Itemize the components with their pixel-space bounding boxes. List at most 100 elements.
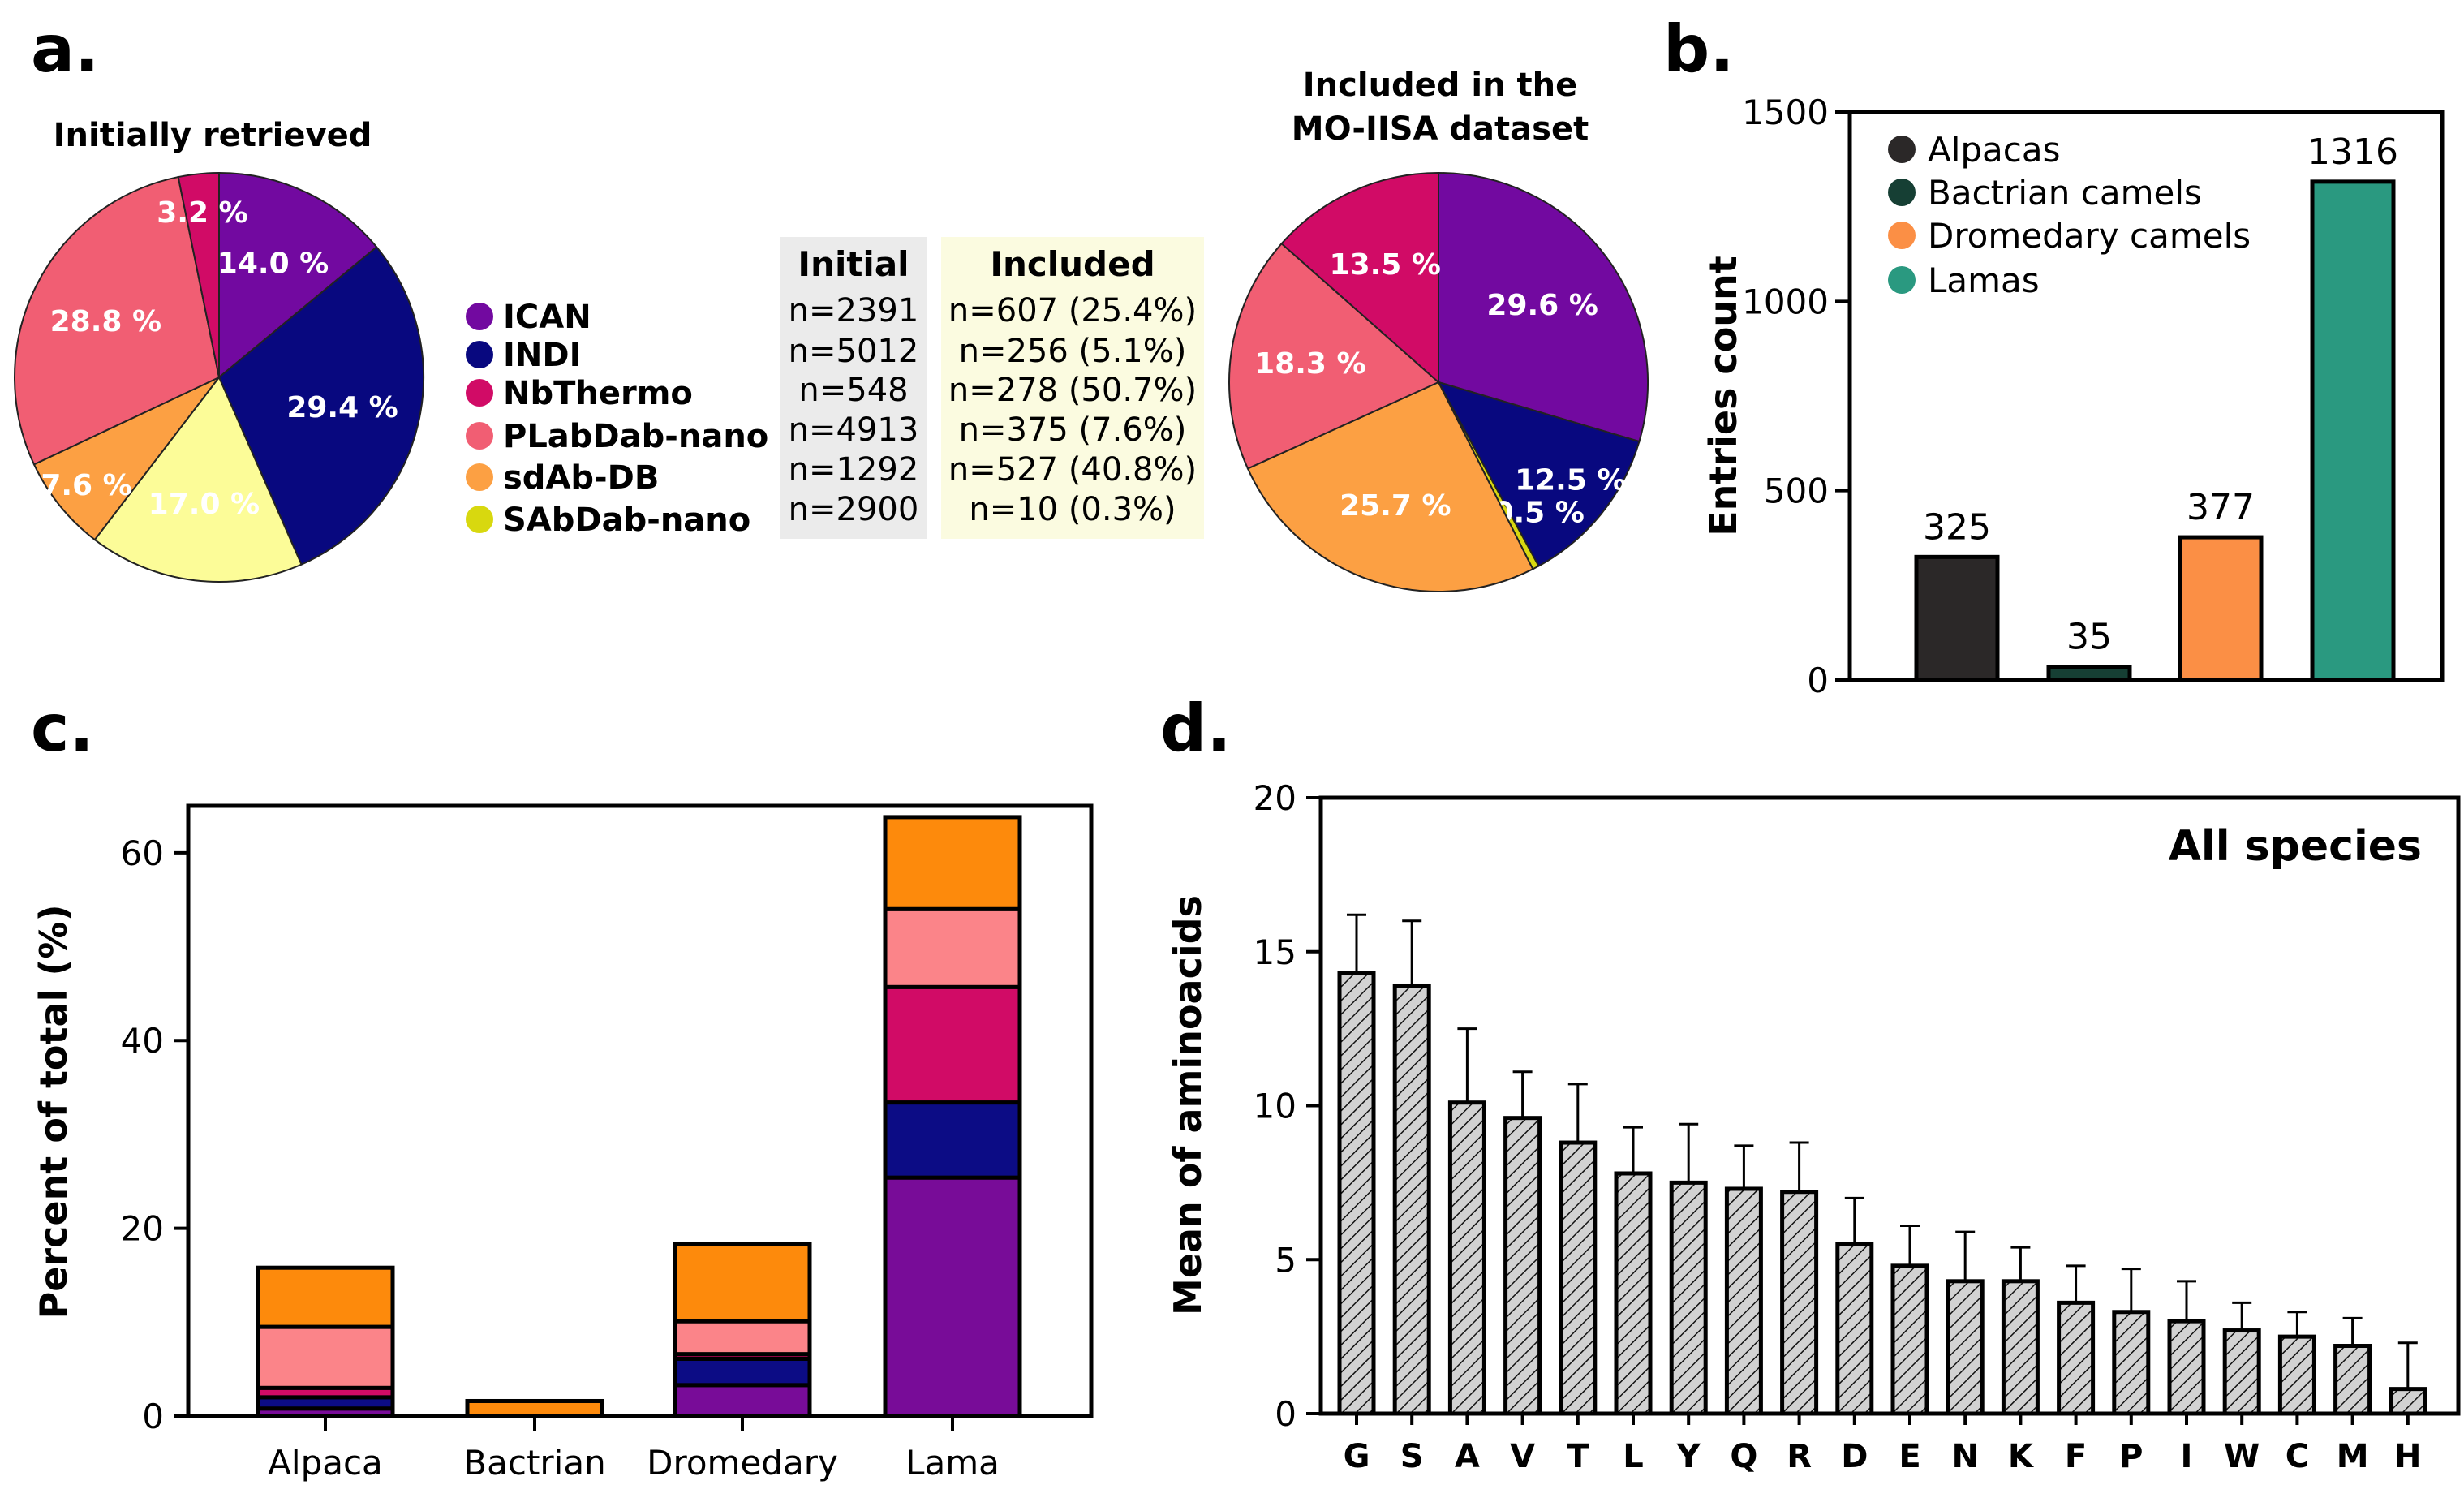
x-tick-label: S: [1400, 1438, 1424, 1475]
pie-slice-ican: [218, 171, 378, 380]
y-tick-label: 5: [1275, 1240, 1297, 1280]
x-tick-label: L: [1623, 1438, 1644, 1475]
legend-marker: [1888, 266, 1916, 294]
legend-label: Alpacas: [1928, 130, 2061, 170]
table-header-initial: Initial: [798, 244, 909, 284]
pie-included: 29.6 %12.5 %0.5 %25.7 %18.3 %13.5 %: [1228, 171, 1649, 592]
legend-marker: [466, 422, 493, 450]
entries-count-chart: 0 500 1000 1500 325 35 377 1316 Entries count: [1701, 93, 2445, 700]
legend-marker: [1888, 222, 1916, 249]
pie-included-title-line1: Included in the: [1303, 67, 1577, 104]
stack-segment-sdab-db: [465, 1398, 604, 1418]
x-tick-label: N: [1951, 1438, 1978, 1475]
table-included-bg: [941, 237, 1204, 539]
y-tick-label: 0: [1807, 661, 1829, 700]
pie-value-label: 12.5 %: [1515, 463, 1626, 497]
table-cell-included: n=278 (50.7%): [948, 372, 1197, 409]
table-cell-included: n=10 (0.3%): [969, 491, 1176, 528]
pie-value-label: 25.7 %: [1340, 489, 1451, 523]
pie-slice-sabdab-nano: [93, 376, 303, 583]
legend-label: PLabDab-nano: [503, 418, 768, 455]
x-tick-label: H: [2394, 1438, 2421, 1475]
y-tick-label: 15: [1254, 932, 1297, 972]
y-tick-label: 0: [142, 1397, 164, 1436]
table-cell-initial: n=1292: [789, 451, 919, 489]
table-initial-bg: [780, 237, 927, 539]
species-legend: Alpacas Bactrian camels Dromedary camels…: [1888, 130, 2251, 300]
panel-c-letter: c.: [31, 691, 94, 766]
y-tick-label: 10: [1254, 1087, 1297, 1126]
bar-alpacas: [1914, 554, 2000, 682]
bar-e: [1890, 1263, 1929, 1416]
bar-p: [2112, 1310, 2151, 1416]
x-tick-label: Lama: [905, 1443, 1000, 1483]
y-tick-label: 0: [1275, 1394, 1297, 1434]
x-tick-label: A: [1455, 1438, 1480, 1475]
x-tick-label: V: [1510, 1438, 1535, 1475]
stack-segment-sdab-db: [256, 1265, 395, 1329]
pie-value-label: 18.3 %: [1254, 347, 1365, 381]
x-tick-label: I: [2181, 1438, 2193, 1475]
pie-included-title-line2: MO-IISA dataset: [1292, 110, 1589, 148]
legend-marker: [466, 341, 493, 368]
legend-item-bactrian-camels: Bactrian camels: [1888, 173, 2202, 213]
bar-i: [2167, 1319, 2206, 1416]
y-tick-label: 500: [1764, 471, 1829, 511]
pie-slice-sdab-db: [1246, 381, 1534, 592]
legend-item-lamas: Lamas: [1888, 260, 2040, 300]
y-tick-label: 40: [121, 1021, 164, 1061]
pie-slice-indi: [1436, 381, 1641, 567]
bar-value-label: 1316: [2307, 131, 2398, 173]
species-annotation: All species: [2169, 822, 2422, 871]
bar-t: [1559, 1140, 1598, 1416]
stack-segment-nbthermo: [883, 984, 1022, 1105]
table-cell-included: n=527 (40.8%): [948, 451, 1197, 489]
bar-s: [1392, 983, 1431, 1416]
legend-label: SAbDab-nano: [503, 502, 750, 539]
table-header-included: Included: [990, 244, 1155, 284]
x-tick-label: E: [1899, 1438, 1920, 1475]
pie-value-label: 14.0 %: [217, 248, 329, 281]
y-axis-label: Mean of aminoacids: [1166, 895, 1210, 1315]
pie-slice-plabdab-nano: [14, 175, 221, 466]
stack-segment-sdab-db: [673, 1242, 812, 1324]
bar-l: [1614, 1171, 1653, 1416]
pie-value-label: 29.6 %: [1486, 289, 1598, 322]
table-cell-initial: n=5012: [789, 333, 919, 370]
x-tick-label: K: [2008, 1438, 2035, 1475]
bar-v: [1503, 1116, 1542, 1416]
table-cell-included: n=375 (7.6%): [959, 411, 1187, 449]
pie-slice-nbthermo: [1280, 171, 1439, 385]
bar-a: [1447, 1100, 1486, 1416]
x-tick-label: W: [2224, 1438, 2260, 1475]
stack-segment-indi: [673, 1356, 812, 1388]
table-cell-initial: n=548: [798, 372, 908, 409]
counts-table: Initial Included n=2391 n=5012 n=548 n=4…: [780, 237, 1204, 539]
stack-segment-plabdab-nano: [673, 1319, 812, 1357]
legend-label: Dromedary camels: [1928, 216, 2251, 256]
bar-q: [1724, 1186, 1763, 1416]
bar-d: [1835, 1242, 1874, 1416]
bar-dromedary-camels: [2178, 535, 2264, 682]
stack-segment-indi: [883, 1100, 1022, 1180]
legend-marker: [466, 463, 493, 491]
pie-value-label: 29.4 %: [286, 391, 398, 424]
table-cell-initial: n=2391: [789, 292, 919, 329]
x-tick-label: D: [1841, 1438, 1868, 1475]
stack-segment-ican: [673, 1383, 812, 1418]
x-tick-label: Alpaca: [268, 1443, 383, 1483]
bar-value-label: 35: [2066, 617, 2112, 658]
pie-value-label: 13.5 %: [1330, 248, 1441, 282]
x-tick-label: G: [1344, 1438, 1370, 1475]
aminoacid-mean-chart: 0 5 10 15 20 G S A V T L Y Q R D E N K F P I W C M H Mean of amin…: [1166, 778, 2461, 1475]
legend-item-ican: ICAN: [466, 299, 591, 336]
legend-item-sdab-db: sdAb-DB: [466, 459, 659, 497]
pie-initial-title: Initially retrieved: [54, 117, 372, 154]
panel-a-letter: a.: [31, 11, 99, 87]
x-tick-label: Bactrian: [463, 1443, 605, 1483]
pie-slice-sdab-db: [32, 377, 220, 541]
x-tick-label: T: [1567, 1438, 1589, 1475]
plot-frame: [1318, 795, 2461, 1416]
stack-segment-plabdab-nano: [256, 1324, 395, 1390]
x-tick-label: C: [2286, 1438, 2309, 1475]
